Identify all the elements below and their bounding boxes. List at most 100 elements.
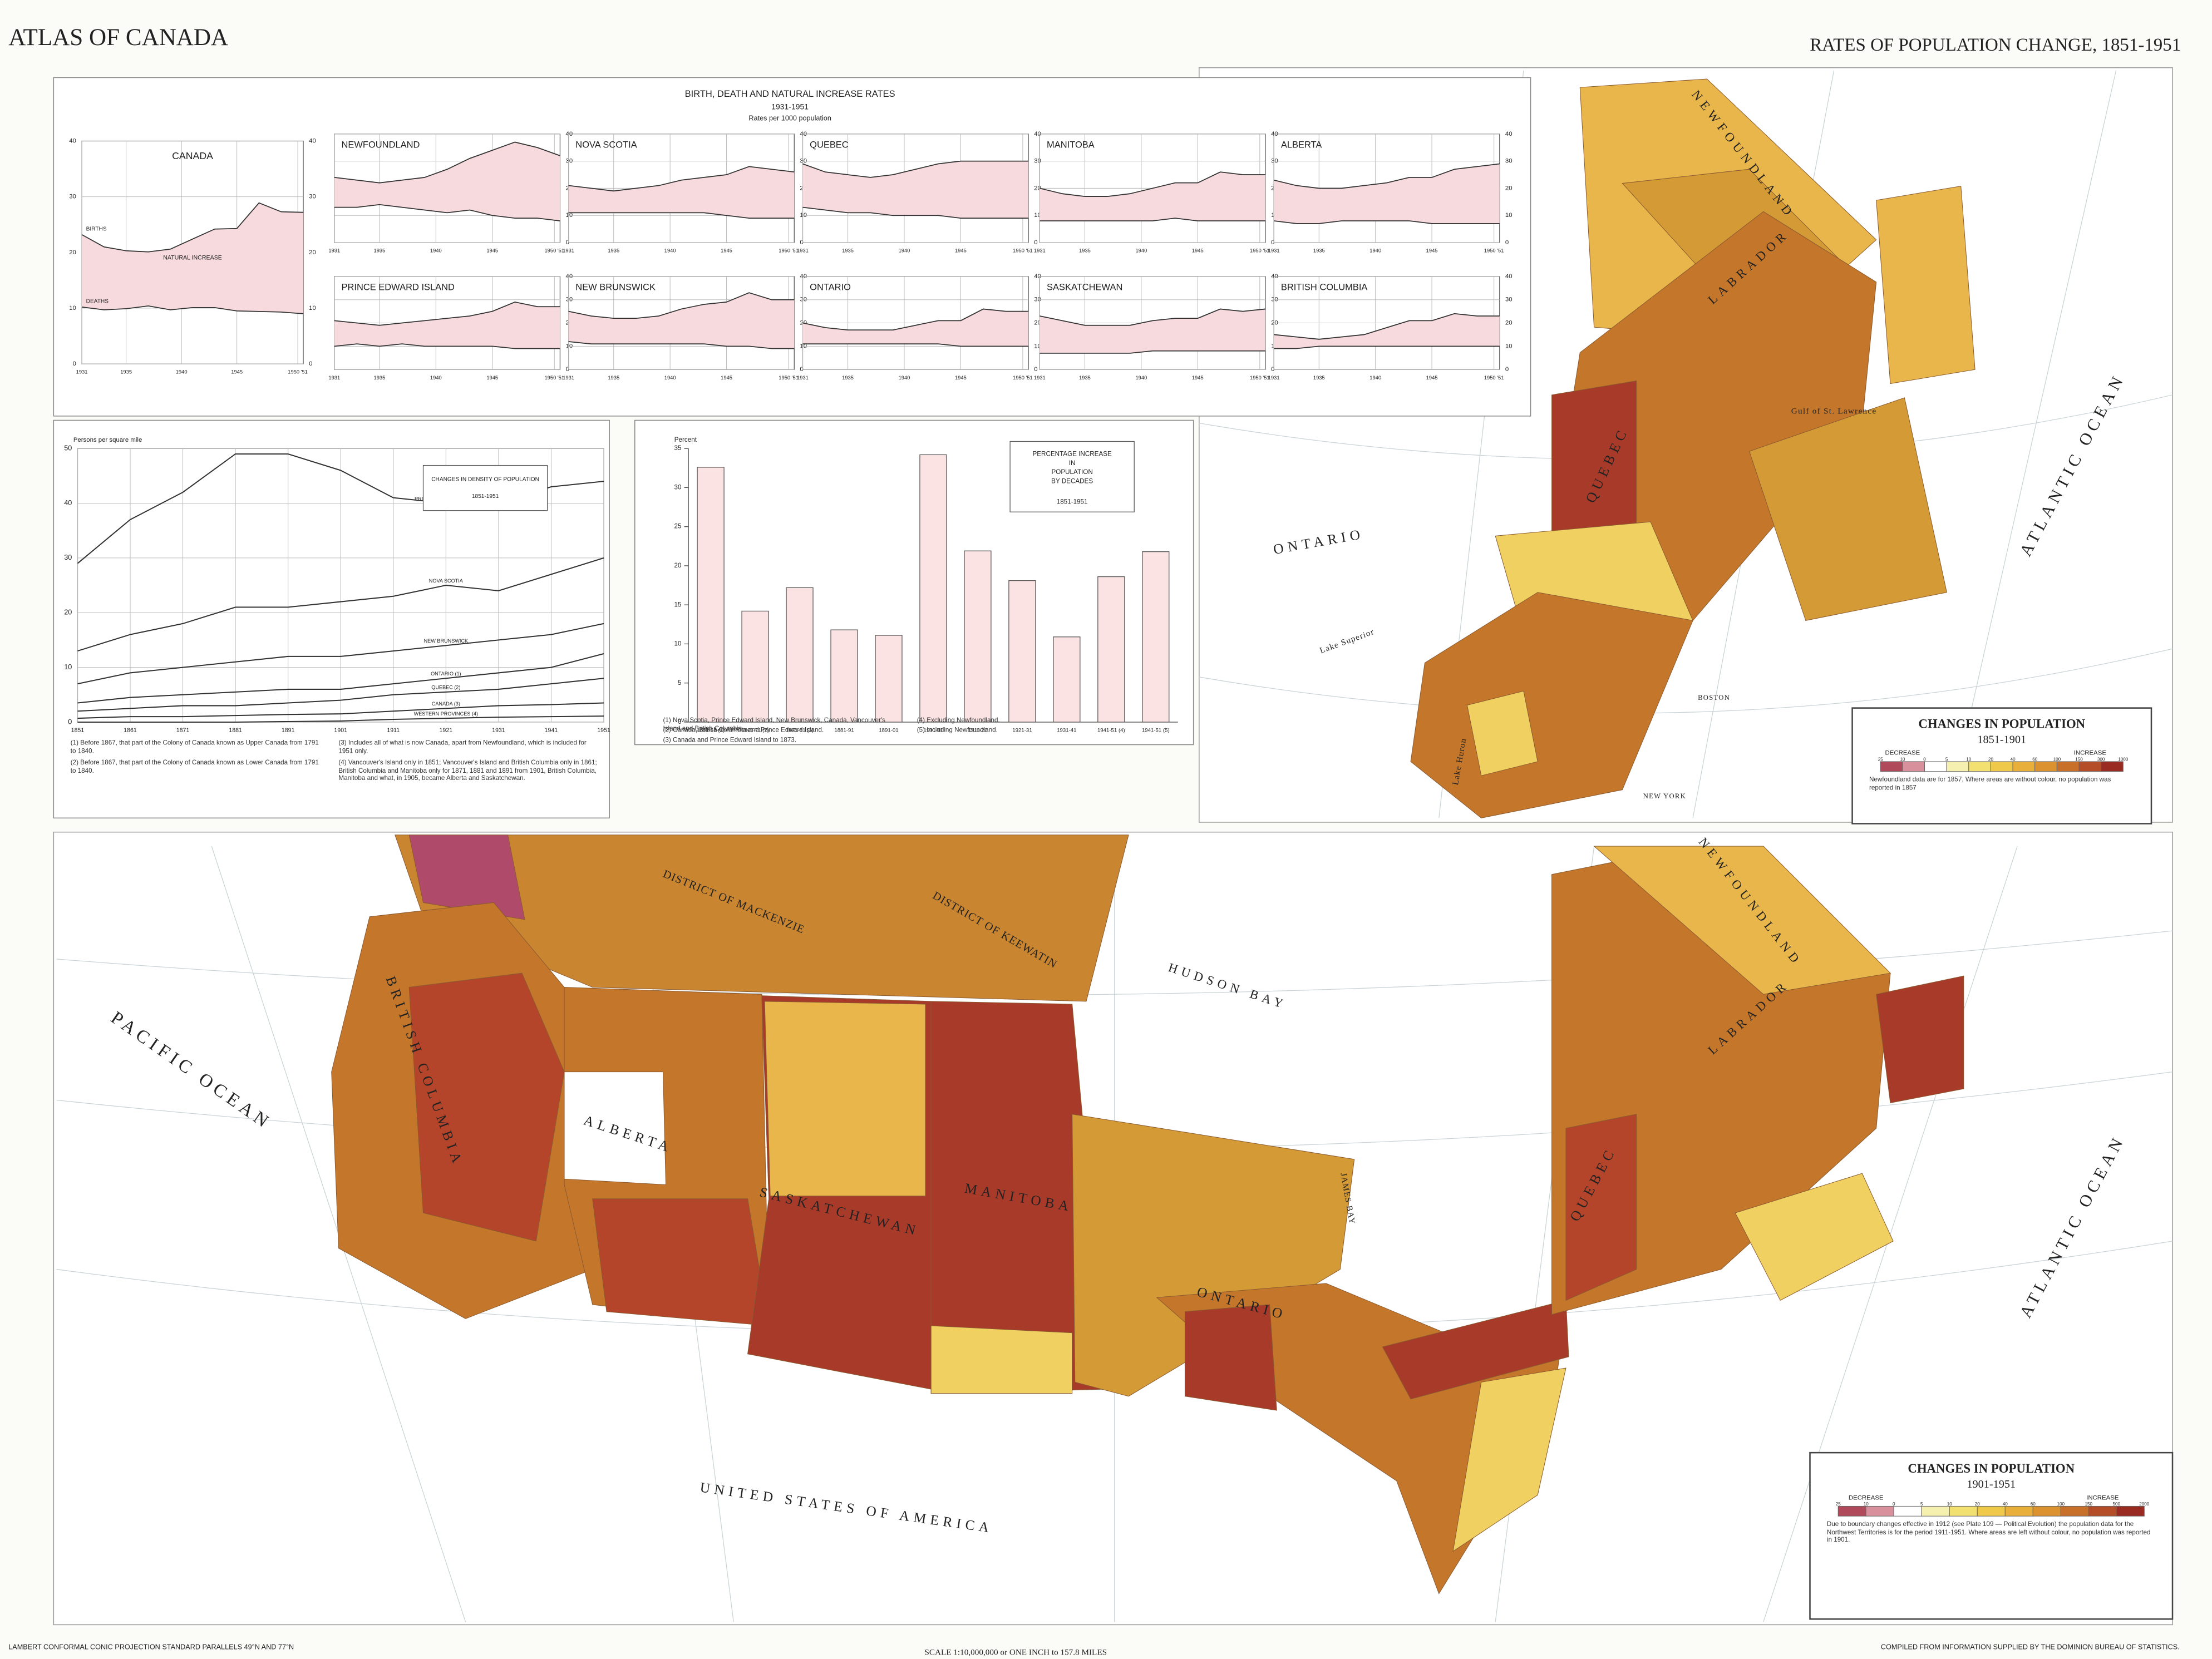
legend-bin-label: 150	[2075, 757, 2083, 762]
region	[1593, 846, 1891, 995]
chart-title: NOVA SCOTIA	[575, 140, 637, 150]
y-tick-label: 10	[674, 640, 681, 648]
bar	[1142, 551, 1170, 723]
legend-swatch	[2012, 761, 2036, 772]
legend-bin-label: 1000	[2118, 757, 2129, 762]
x-tick-label: 1950 '51	[779, 248, 799, 254]
x-tick-label: 1940	[430, 375, 442, 381]
y-tick-label: 0	[800, 239, 803, 246]
bar	[919, 454, 947, 723]
legend-bin-label: 100	[2057, 1502, 2065, 1507]
chart-title: SASKATCHEWAN	[1047, 282, 1122, 292]
legend-bin-label: 100	[2053, 757, 2061, 762]
legend-bin-label: 40	[2003, 1502, 2008, 1507]
chart-title: QUEBEC	[810, 140, 849, 150]
footnote-box: (5) Including Newfoundland.	[917, 727, 998, 734]
x-tick-label: 1945	[955, 248, 967, 254]
x-tick-label: 1881	[229, 727, 242, 734]
natural-increase-area	[568, 293, 795, 349]
x-tick-label: 1901	[334, 727, 347, 734]
x-tick-label: 1950 '51	[1013, 248, 1033, 254]
series-line	[802, 206, 1029, 219]
footnote: (3) Canada and Prince Edward Island to 1…	[663, 736, 797, 743]
x-tick-label: 1931	[1034, 375, 1046, 381]
meridian	[1763, 846, 2018, 1622]
series-line	[77, 702, 604, 719]
region	[1748, 397, 1948, 621]
series-line	[568, 166, 795, 192]
legend-title: CHANGES IN POPULATION	[1908, 1462, 2075, 1475]
y-tick-label: 20	[1505, 320, 1513, 327]
x-tick-label: 1931	[328, 248, 340, 254]
legend-swatch	[1880, 761, 1903, 772]
natural-increase-area	[1274, 313, 1500, 349]
series-line	[1040, 218, 1265, 221]
series-line	[77, 623, 604, 685]
series-line	[334, 141, 560, 184]
x-tick-label: 1931	[563, 375, 574, 381]
y-tick-label: 40	[64, 499, 72, 507]
bar	[830, 629, 858, 723]
series-line	[568, 292, 795, 319]
series-line	[81, 305, 304, 314]
series-line	[568, 341, 795, 349]
x-tick-label: 1945	[231, 369, 243, 375]
x-tick-label: 1945	[486, 375, 498, 381]
legend-bin-label: 25	[1878, 757, 1884, 762]
legend-bin-label: 60	[2031, 1502, 2036, 1507]
y-tick-label: 25	[674, 523, 681, 530]
x-tick-label: 1851-61 (1)	[697, 728, 725, 734]
y-tick-label: 10	[69, 305, 76, 312]
legend-decrease: DECREASE	[1885, 750, 1920, 757]
chart-title: BRITISH COLUMBIA	[1281, 282, 1368, 292]
region	[564, 1072, 667, 1185]
x-tick-label: 1940	[1369, 375, 1381, 381]
legend-bin-label: 10	[1947, 1502, 1953, 1507]
series-line	[334, 343, 560, 349]
legend-bin-label: 150	[2085, 1502, 2093, 1507]
legend-bin-label: 0	[1893, 1502, 1895, 1507]
legend-decrease: DECREASE	[1849, 1494, 1884, 1501]
legend-period: 1851-1901	[1977, 734, 2026, 746]
y-tick-label: 20	[1034, 320, 1041, 327]
chart-title: PERCENTAGE INCREASE IN POPULATION BY DECADE…	[1033, 450, 1112, 485]
footnote: (1) Nova Scotia, Prince Edward Island, N…	[663, 716, 885, 732]
x-tick-label: 1931	[1268, 248, 1280, 254]
x-tick-label: 1935	[608, 375, 619, 381]
region	[930, 1325, 1073, 1394]
series-line	[802, 343, 1029, 347]
series-line	[77, 678, 604, 712]
x-tick-label: 1931	[76, 369, 88, 375]
y-tick-label: 0	[309, 361, 312, 367]
bar	[964, 550, 992, 723]
x-tick-label: 1940	[899, 248, 910, 254]
y-tick-label: 0	[566, 366, 569, 373]
series-label: DEATHS	[86, 298, 109, 304]
x-tick-label: 1931	[797, 248, 809, 254]
panel-title: BIRTH, DEATH AND NATURAL INCREASE RATES	[685, 89, 895, 99]
x-tick-label: 1950 '51	[1484, 375, 1504, 381]
panel-subtitle: 1931-1951	[771, 102, 809, 111]
legend-swatch	[2078, 761, 2102, 772]
y-tick-label: 20	[69, 249, 76, 256]
y-tick-label: 10	[1034, 212, 1041, 219]
bar	[1053, 636, 1081, 723]
series-line	[1274, 313, 1500, 340]
y-tick-label: 10	[64, 663, 72, 671]
legend-note: Due to boundary changes effective in 191…	[1826, 1520, 2151, 1544]
chart-subtitle: 1851-1951	[472, 493, 499, 500]
y-tick-label: 50	[64, 444, 72, 452]
legend-title: CHANGES IN POPULATION	[1918, 717, 2085, 730]
natural-increase-area	[568, 166, 795, 219]
legend-increase: INCREASE	[2074, 750, 2107, 757]
x-tick-label: 1945	[1426, 248, 1438, 254]
x-tick-label: 1950 '51	[1484, 248, 1504, 254]
x-tick-label: 1950 '51	[544, 375, 564, 381]
chart-title: MANITOBA	[1047, 140, 1095, 150]
y-tick-label: 40	[69, 138, 76, 145]
map-regions-1851-1901	[1410, 78, 1975, 818]
chart-subtitle: 1851-1951	[1057, 498, 1088, 506]
x-tick-label: 1940	[176, 369, 188, 375]
footnote: (4) Excluding Newfoundland.	[917, 716, 1000, 724]
x-tick-label: 1941-51 (5)	[1142, 728, 1170, 734]
